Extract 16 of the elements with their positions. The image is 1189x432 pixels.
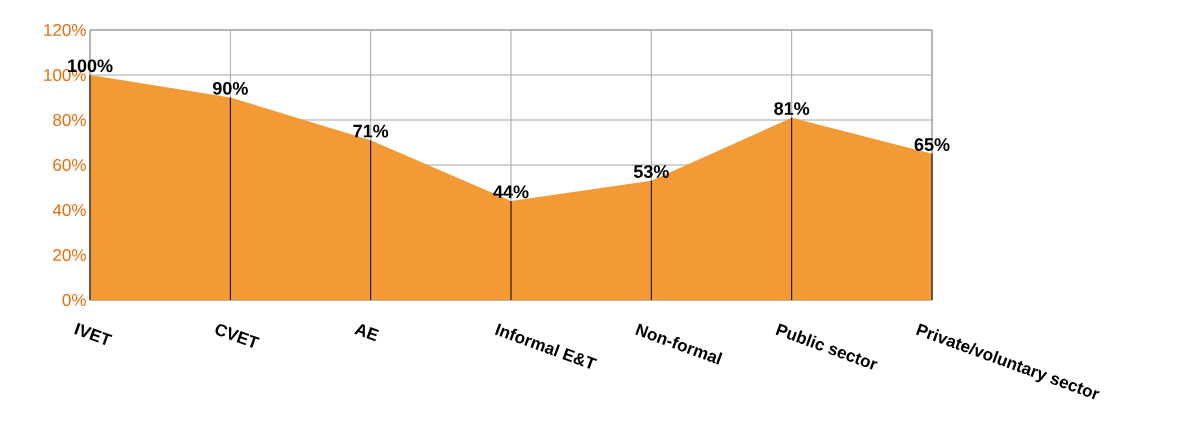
data-label: 65% [914, 138, 950, 151]
x-tick-label: AE [354, 324, 379, 342]
x-tick-label: IVET [74, 322, 113, 346]
y-tick-label: 0% [62, 293, 86, 307]
data-label: 71% [353, 124, 389, 138]
y-tick-label: 40% [52, 203, 86, 217]
x-tick-label: Public sector [775, 323, 878, 370]
data-label: 81% [774, 102, 810, 115]
y-tick-label: 80% [53, 113, 86, 127]
y-tick-label: 120% [44, 23, 86, 37]
data-label: 90% [212, 81, 248, 95]
y-tick-label: 60% [53, 158, 86, 172]
x-tick-label: CVET [215, 324, 260, 348]
data-label: 53% [633, 165, 669, 178]
y-tick-label: 20% [53, 248, 86, 262]
data-label: 44% [493, 185, 529, 199]
